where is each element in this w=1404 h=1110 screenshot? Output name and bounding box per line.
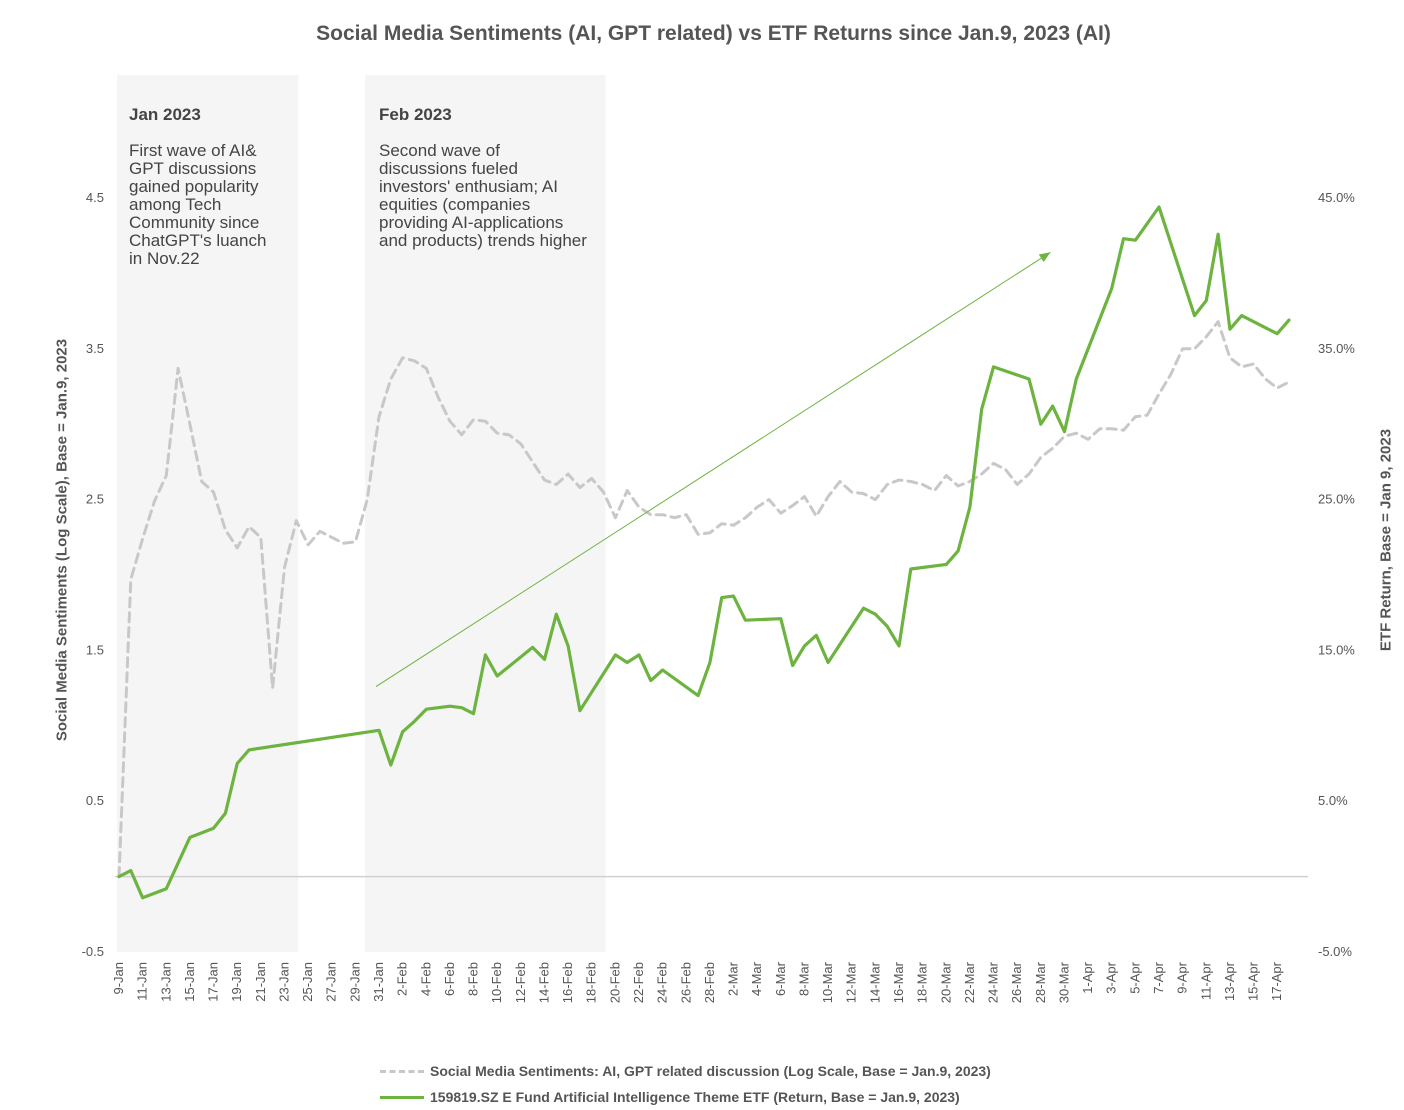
right-axis-label: ETF Return, Base = Jan 9, 2023 [1377, 428, 1395, 652]
annotation-jan-title: Jan 2023 [129, 105, 201, 124]
x-axis-tick-label: 11-Jan [135, 962, 150, 1001]
legend-swatch-dashed [380, 1069, 424, 1073]
x-axis-tick-label: 6-Mar [773, 961, 788, 996]
right-axis-tick-label: 35.0% [1318, 341, 1355, 356]
left-axis-tick-label: 1.5 [86, 642, 104, 657]
x-axis-tick-label: 13-Jan [158, 962, 173, 1002]
x-axis-tick-label: 4-Mar [749, 961, 764, 996]
x-axis-tick-label: 18-Feb [584, 962, 599, 1003]
etf-series-line [117, 205, 1291, 900]
x-axis-tick-label: 4-Feb [418, 962, 433, 996]
x-axis-tick-label: 24-Feb [655, 962, 670, 1003]
x-axis-tick-label: 15-Jan [182, 962, 197, 1002]
x-axis-tick-label: 22-Mar [962, 961, 977, 1003]
x-axis-tick-label: 16-Feb [560, 962, 575, 1003]
x-axis-tick-label: 28-Mar [1033, 961, 1048, 1003]
x-axis-tick-label: 21-Jan [253, 962, 268, 1002]
x-axis-tick-label: 7-Apr [1151, 961, 1166, 993]
x-axis-tick-label: 22-Feb [631, 962, 646, 1003]
x-axis-tick-label: 8-Feb [466, 962, 481, 996]
x-axis-tick-label: 19-Jan [229, 962, 244, 1002]
x-axis-tick-label: 18-Mar [915, 961, 930, 1003]
right-axis-tick-label: 25.0% [1318, 492, 1355, 507]
x-axis-tick-label: 29-Jan [347, 962, 362, 1002]
x-axis-tick-label: 28-Feb [702, 962, 717, 1003]
legend-item-sentiment: Social Media Sentiments: AI, GPT related… [380, 1058, 991, 1084]
x-axis-tick-label: 24-Mar [986, 961, 1001, 1003]
annotation-feb-text: Second wave of discussions fueled invest… [379, 141, 587, 250]
x-axis-tick-label: 23-Jan [276, 962, 291, 1002]
left-axis-label: Social Media Sentiments (Log Scale), Bas… [53, 338, 71, 742]
x-axis-tick-label: 27-Jan [324, 962, 339, 1002]
x-axis-tick-label: 1-Apr [1080, 961, 1095, 993]
legend-label-etf: 159819.SZ E Fund Artificial Intelligence… [430, 1089, 960, 1105]
x-axis-tick-label: 3-Apr [1104, 961, 1119, 993]
shaded-period-1 [365, 75, 606, 952]
x-axis-tick-label: 9-Jan [111, 962, 126, 995]
x-axis-tick-label: 6-Feb [442, 962, 457, 996]
right-axis-tick-label: 5.0% [1318, 793, 1348, 808]
right-axis-tick-label: 15.0% [1318, 642, 1355, 657]
left-axis-tick-label: 3.5 [86, 341, 104, 356]
shaded-period-0 [117, 75, 299, 952]
x-axis-tick-label: 10-Mar [820, 961, 835, 1003]
legend-label-sentiment: Social Media Sentiments: AI, GPT related… [430, 1063, 991, 1079]
x-axis-tick-label: 20-Feb [607, 962, 622, 1003]
x-axis-tick-label: 17-Jan [206, 962, 221, 1002]
x-axis-tick-label: 14-Feb [536, 962, 551, 1003]
legend: Social Media Sentiments: AI, GPT related… [380, 1058, 991, 1110]
x-axis-tick-label: 26-Mar [1009, 961, 1024, 1003]
x-axis-tick-label: 5-Apr [1127, 961, 1142, 993]
x-axis-tick-label: 12-Mar [844, 961, 859, 1003]
x-axis-tick-label: 14-Mar [867, 961, 882, 1003]
x-axis-tick-label: 16-Mar [891, 961, 906, 1003]
left-axis-tick-label: -0.5 [82, 944, 104, 959]
x-axis-tick-label: 30-Mar [1056, 961, 1071, 1003]
x-axis-tick-label: 25-Jan [300, 962, 315, 1002]
trend-arrow-line [375, 251, 1051, 688]
x-axis-tick-label: 8-Mar [796, 961, 811, 996]
x-axis-tick-label: 17-Apr [1269, 961, 1284, 1001]
x-axis-tick-label: 20-Mar [938, 961, 953, 1003]
chart-title: Social Media Sentiments (AI, GPT related… [316, 22, 1111, 45]
annotation-feb-2023: Feb 2023 Second wave of discussions fuel… [379, 88, 587, 250]
left-axis-tick-label: 0.5 [86, 793, 104, 808]
x-axis-tick-label: 2-Feb [395, 962, 410, 996]
annotation-jan-text: First wave of AI& GPT discussions gained… [129, 141, 267, 268]
x-axis-tick-label: 13-Apr [1222, 961, 1237, 1001]
annotation-feb-title: Feb 2023 [379, 105, 452, 124]
legend-swatch-solid [380, 1095, 424, 1099]
x-axis-tick-label: 10-Feb [489, 962, 504, 1003]
x-axis-tick-label: 12-Feb [513, 962, 528, 1003]
x-axis-tick-label: 26-Feb [678, 962, 693, 1003]
sentiment-series-line [117, 320, 1291, 879]
x-axis-tick-label: 2-Mar [726, 961, 741, 996]
x-axis-tick-label: 9-Apr [1175, 961, 1190, 993]
trend-arrow-head [1038, 252, 1051, 262]
left-axis-tick-label: 4.5 [86, 190, 104, 205]
right-axis-tick-label: 45.0% [1318, 190, 1355, 205]
x-axis-tick-label: 11-Apr [1198, 961, 1213, 1000]
annotation-jan-2023: Jan 2023 First wave of AI& GPT discussio… [129, 88, 266, 268]
left-axis-tick-label: 2.5 [86, 492, 104, 507]
legend-item-etf: 159819.SZ E Fund Artificial Intelligence… [380, 1084, 991, 1110]
right-axis-tick-label: -5.0% [1318, 944, 1352, 959]
x-axis-tick-label: 15-Apr [1246, 961, 1261, 1001]
x-axis-tick-label: 31-Jan [371, 962, 386, 1002]
